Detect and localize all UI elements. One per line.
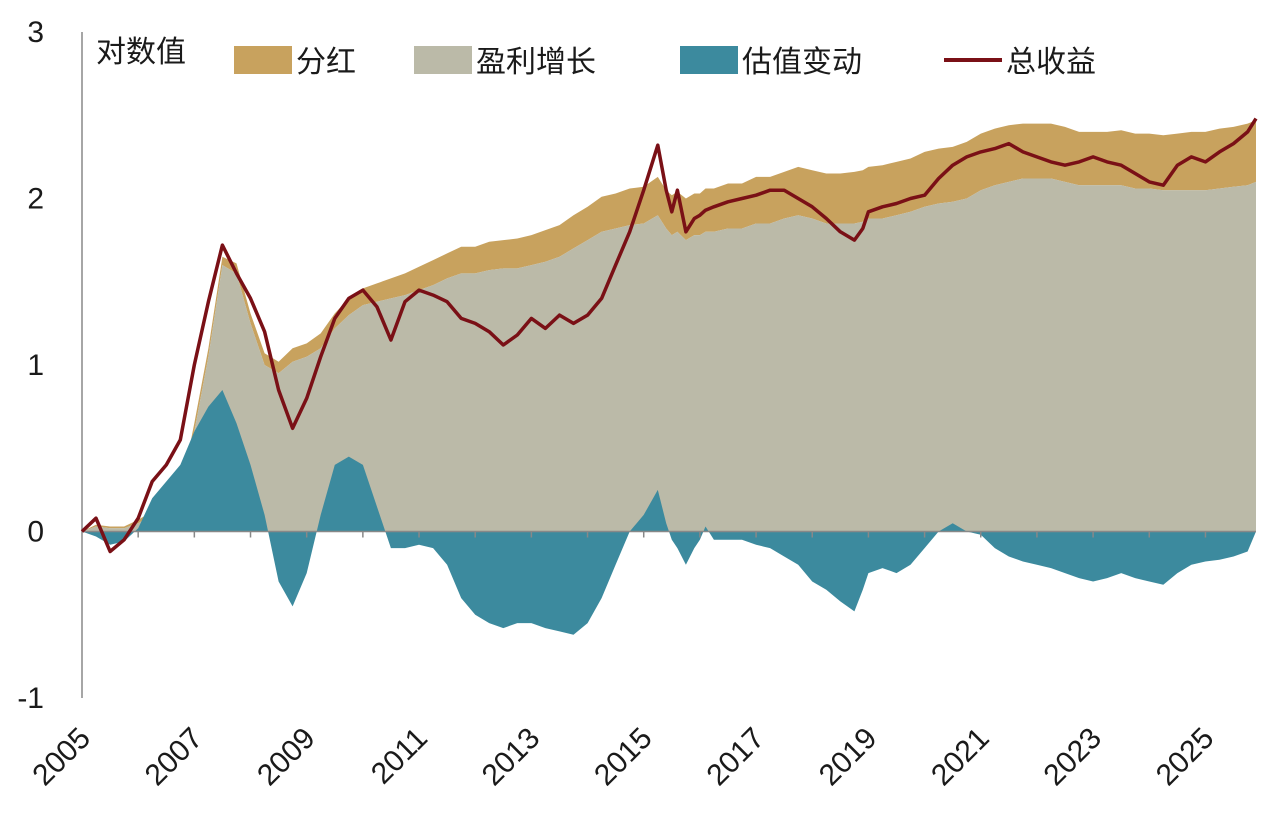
- x-tick-label: 2015: [588, 722, 659, 793]
- legend-label-dividend: 分红: [296, 45, 356, 80]
- legend-swatch-dividend: [234, 46, 292, 74]
- legend-label-valuation: 估值变动: [742, 45, 862, 80]
- x-tick-label: 2009: [251, 722, 322, 793]
- legend: 对数值 分红 盈利增长 估值变动 总收益: [96, 35, 1096, 80]
- legend-swatch-earnings: [414, 46, 472, 74]
- legend-swatch-valuation: [680, 46, 738, 74]
- x-tick-label: 2011: [365, 722, 434, 791]
- x-tick-labels: 2005 2007 2009 2011 2013 2015 2017 2019 2021 2023…: [26, 722, 1220, 793]
- x-tick-label: 2021: [925, 722, 996, 793]
- x-tick-marks: [137, 531, 1207, 538]
- legend-label-total: 总收益: [1006, 45, 1096, 80]
- x-tick-label: 2005: [26, 722, 97, 793]
- y-tick-label: 1: [27, 349, 44, 382]
- y-tick-labels: -1 0 1 2 3: [17, 16, 44, 715]
- x-tick-label: 2025: [1150, 722, 1221, 793]
- y-tick-label: 3: [27, 16, 44, 49]
- total-return-line: [80, 117, 1258, 554]
- x-tick-label: 2019: [813, 722, 884, 793]
- legend-label-earnings: 盈利增长: [476, 45, 596, 80]
- y-tick-label: 0: [27, 516, 44, 549]
- x-tick-label: 2013: [476, 722, 547, 793]
- x-tick-label: 2023: [1038, 722, 1109, 793]
- y-tick-label: -1: [17, 682, 44, 715]
- x-tick-label: 2007: [139, 722, 210, 793]
- x-tick-label: 2017: [700, 722, 771, 793]
- y-unit-label: 对数值: [96, 35, 186, 70]
- earnings-growth-area: [82, 178, 1256, 532]
- y-tick-label: 2: [27, 183, 44, 216]
